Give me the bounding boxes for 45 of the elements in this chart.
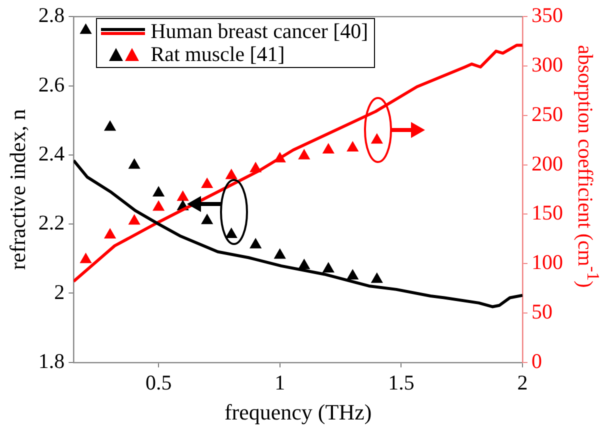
y-tick-label: 2	[54, 280, 65, 304]
point	[128, 158, 140, 169]
y2-tick-label: 350	[532, 3, 563, 28]
point	[322, 262, 334, 273]
point	[346, 268, 359, 280]
x-axis-title: frequency (THz)	[224, 400, 372, 425]
point	[298, 258, 310, 270]
y2-tick-label: 250	[532, 102, 563, 126]
point	[201, 214, 214, 224]
point	[128, 214, 140, 225]
point	[80, 252, 92, 264]
legend-label: Human breast cancer [40]	[150, 18, 368, 43]
point	[370, 133, 383, 144]
point	[225, 227, 238, 238]
point	[104, 120, 116, 131]
point	[298, 148, 310, 160]
point	[250, 238, 262, 248]
y2-tick-label: 300	[532, 52, 563, 77]
y2-tick-label: 150	[532, 200, 563, 225]
x-tick-label: 2	[517, 370, 528, 395]
point	[176, 190, 189, 201]
point	[80, 23, 92, 34]
y-axis-title: refractive index, n	[4, 109, 30, 270]
point	[152, 186, 165, 196]
x-tick-label: 1.5	[388, 370, 414, 395]
x-tick-label: 0.5	[145, 370, 172, 395]
point	[346, 141, 359, 152]
y-tick-label: 2.2	[38, 210, 65, 235]
point	[152, 200, 165, 211]
y2-tick-label: 0	[532, 348, 542, 373]
point	[370, 272, 383, 283]
y2-tick-label: 200	[532, 151, 563, 176]
y-tick-label: 2.8	[38, 3, 65, 28]
point	[274, 248, 286, 259]
y2-tick-label: 100	[532, 250, 563, 274]
point	[201, 178, 214, 188]
x-tick-label: 1	[274, 370, 286, 395]
y-tick-label: 2.6	[38, 72, 65, 96]
y2-tick-label: 50	[532, 300, 552, 324]
point	[104, 228, 116, 238]
point	[322, 142, 334, 154]
text: Rat muscle [41]	[150, 42, 285, 66]
y-tick-label: 1.8	[38, 348, 65, 373]
point	[225, 168, 238, 180]
y-tick-label: 2.4	[38, 141, 66, 166]
